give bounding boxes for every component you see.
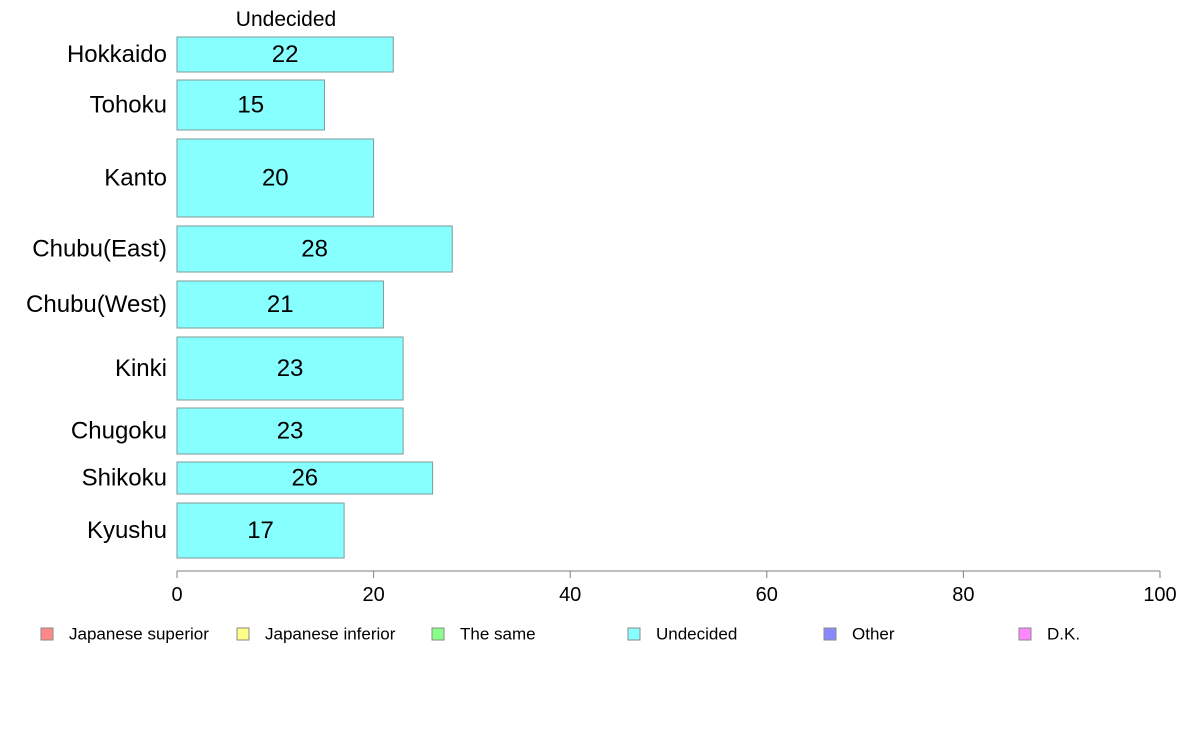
bar-shikoku (176, 461, 434, 495)
legend-label-undecided: Undecided (656, 625, 737, 644)
x-tick-label-80: 80 (952, 584, 974, 606)
bar-chubu-west (176, 280, 384, 329)
bar-kanto (176, 138, 375, 218)
category-label-tohoku: Tohoku (90, 92, 167, 119)
data-label-kinki: 23 (277, 355, 304, 382)
x-axis: 0 20 40 60 80 100 (171, 570, 1177, 606)
category-label-chubu-east: Chubu(East) (32, 236, 167, 263)
category-label-hokkaido: Hokkaido (67, 41, 167, 68)
x-tick-label-0: 0 (171, 584, 182, 606)
data-label-hokkaido: 22 (272, 41, 299, 68)
data-label-tohoku: 15 (237, 92, 264, 119)
category-label-kanto: Kanto (104, 165, 167, 192)
legend-swatch-the-same (431, 627, 445, 641)
legend-swatch-japanese-inferior (236, 627, 250, 641)
bar-chugoku (176, 407, 404, 455)
bar-kyushu (176, 502, 345, 559)
chart-title: Undecided (236, 8, 336, 31)
category-label-kinki: Kinki (115, 355, 167, 382)
legend-swatch-japanese-superior (40, 627, 54, 641)
x-tick-label-100: 100 (1143, 584, 1176, 606)
bar-hokkaido (176, 36, 394, 73)
bar-tohoku (176, 79, 325, 131)
x-tick-label-60: 60 (756, 584, 778, 606)
legend-label-the-same: The same (460, 625, 536, 644)
category-label-kyushu: Kyushu (87, 517, 167, 544)
legend-swatch-d-k (1018, 627, 1032, 641)
x-tick-label-40: 40 (559, 584, 581, 606)
data-label-chubu-west: 21 (267, 291, 294, 318)
bar-chubu-east (176, 225, 453, 273)
data-label-kyushu: 17 (247, 517, 274, 544)
legend-label-other: Other (852, 625, 895, 644)
data-label-chugoku: 23 (277, 418, 304, 445)
legend-label-japanese-inferior: Japanese inferior (265, 625, 396, 644)
legend: Japanese superior Japanese inferior The sa… (40, 625, 1080, 644)
category-label-chubu-west: Chubu(West) (26, 291, 167, 318)
legend-swatch-other (823, 627, 837, 641)
data-label-chubu-east: 28 (301, 236, 328, 263)
x-tick-label-20: 20 (362, 584, 384, 606)
bars-group: Hokkaido 22 Tohoku 15 Kanto 20 Chubu(East) 28 Ch… (26, 36, 453, 559)
data-label-kanto: 20 (262, 165, 289, 192)
legend-label-d-k: D.K. (1047, 625, 1080, 644)
data-label-shikoku: 26 (291, 465, 318, 492)
category-label-chugoku: Chugoku (71, 418, 167, 445)
legend-swatch-undecided (627, 627, 641, 641)
category-label-shikoku: Shikoku (82, 465, 167, 492)
bar-kinki (176, 336, 404, 401)
legend-label-japanese-superior: Japanese superior (69, 625, 209, 644)
